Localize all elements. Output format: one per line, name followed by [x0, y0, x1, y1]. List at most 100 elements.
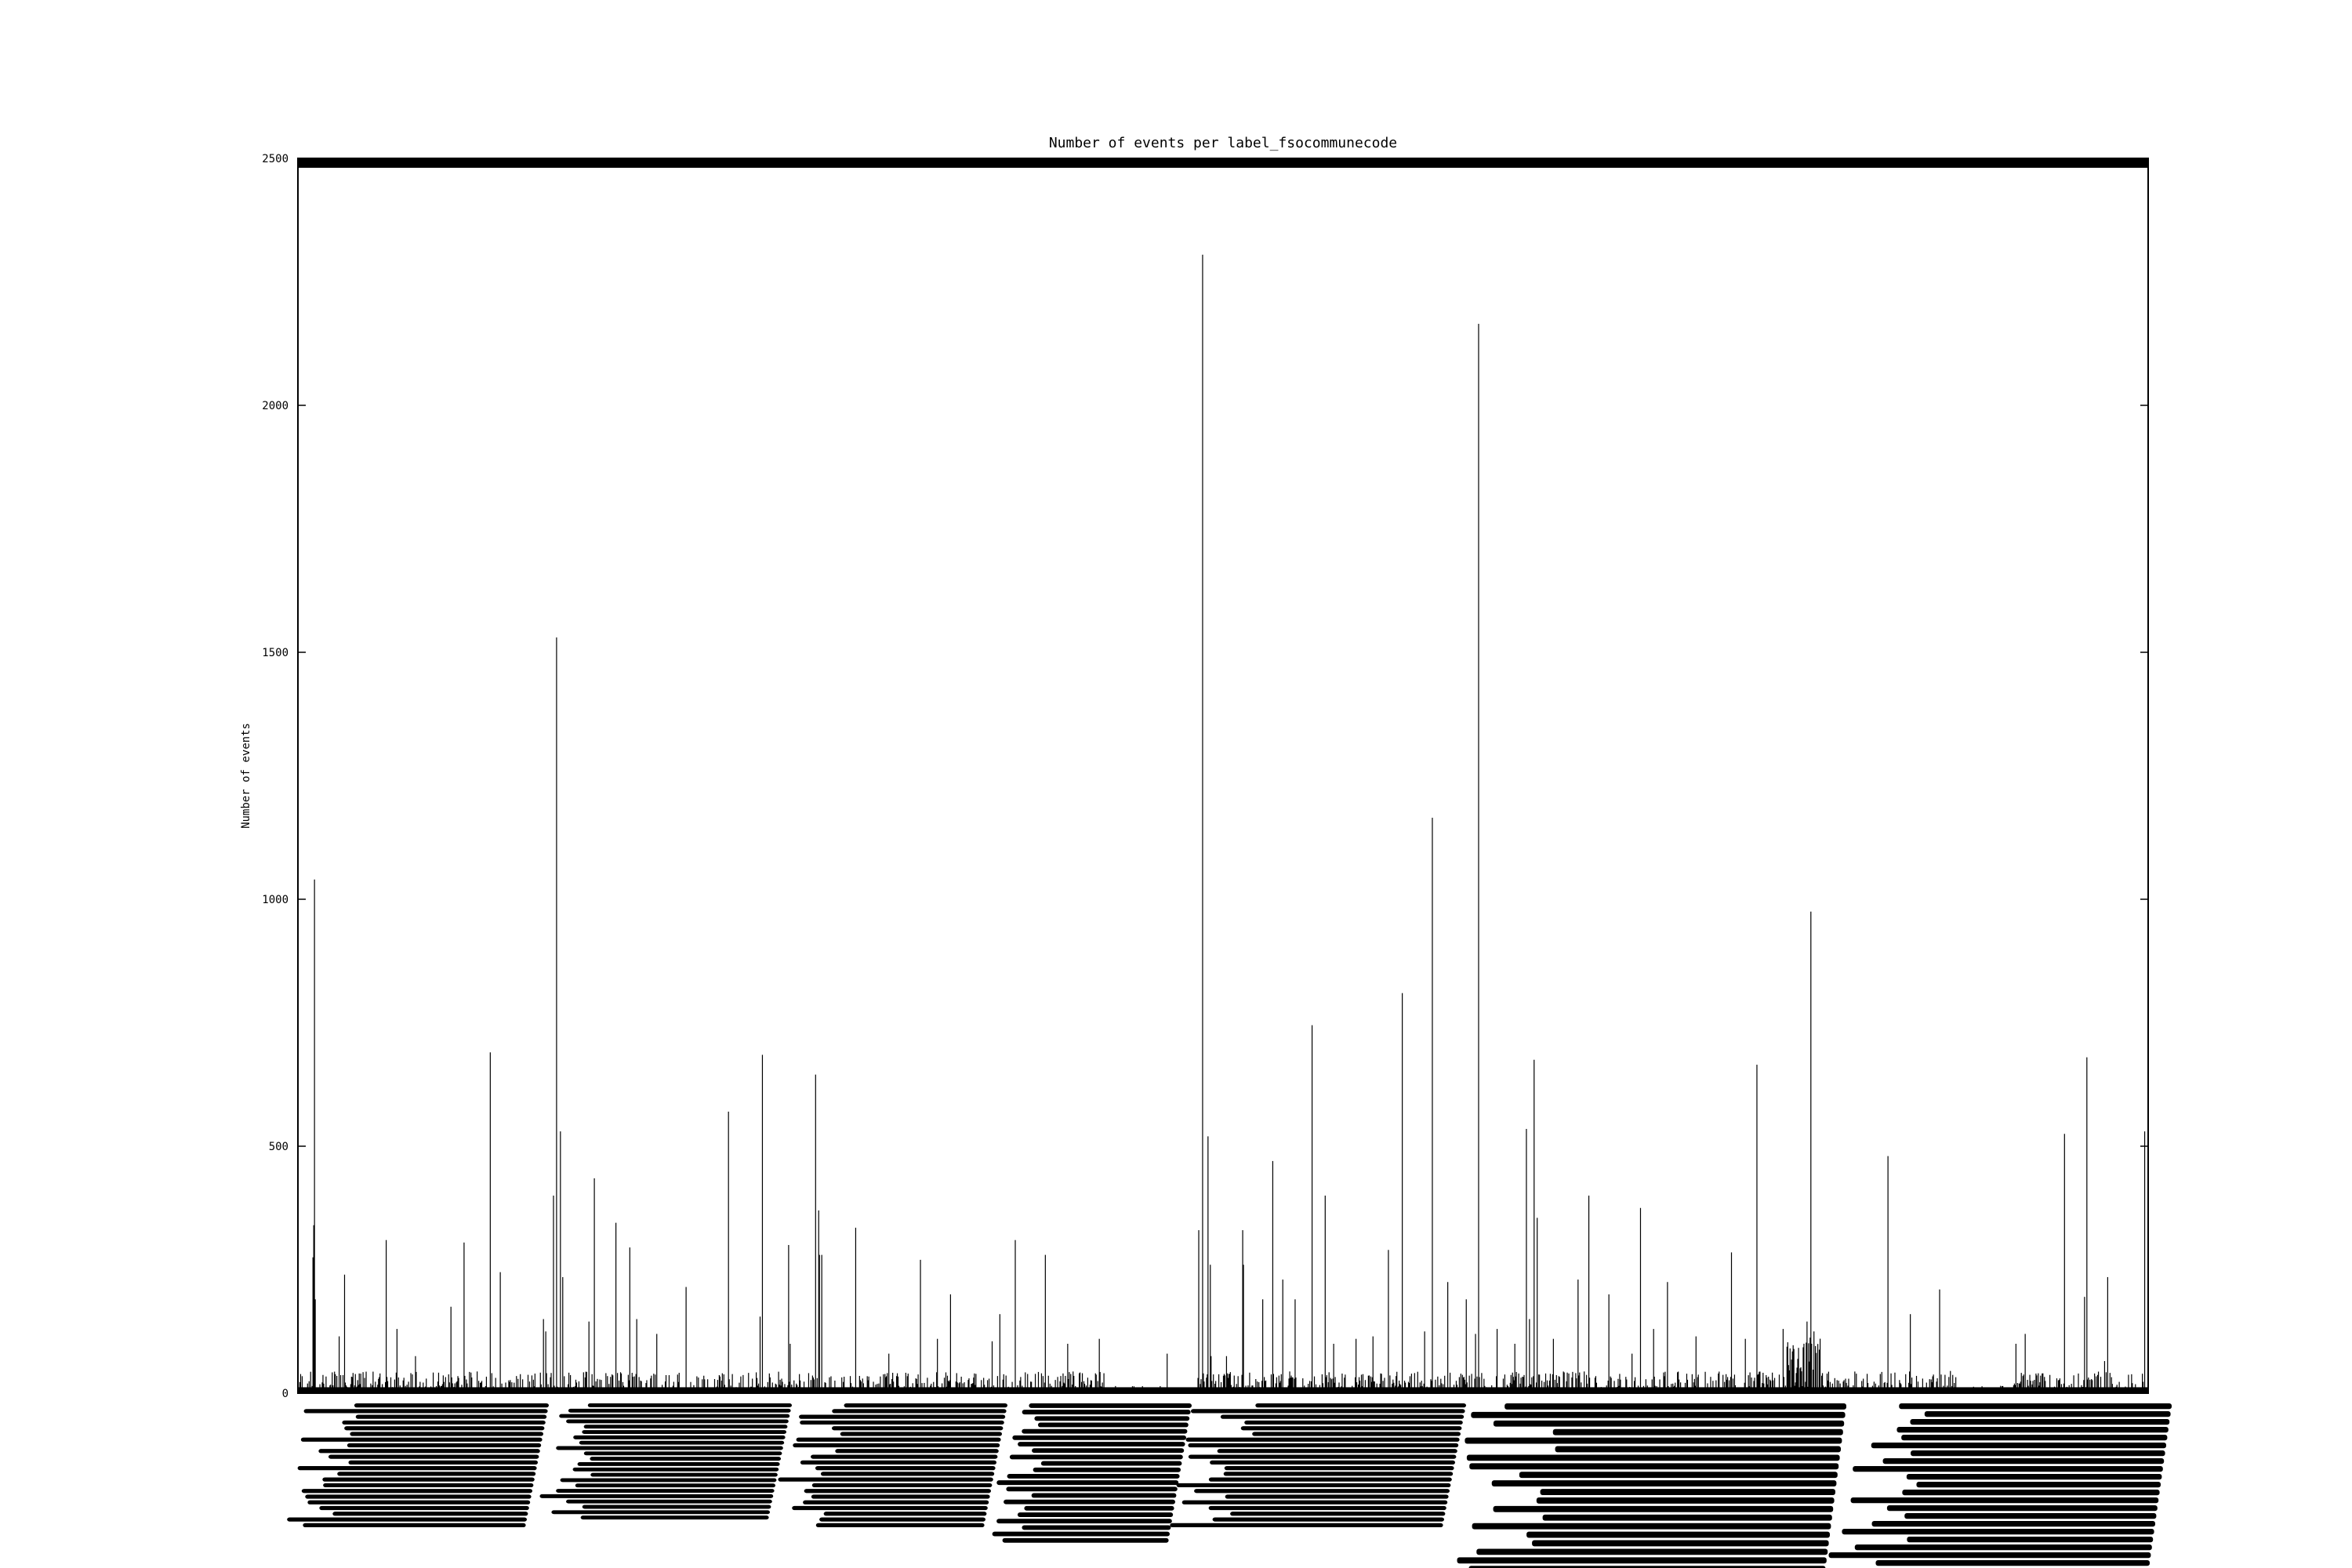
bar — [1899, 1380, 1900, 1393]
bar — [1264, 1377, 1265, 1393]
bar — [539, 1372, 541, 1393]
bar — [593, 1178, 595, 1393]
bar — [1237, 1376, 1239, 1393]
bar — [983, 1377, 985, 1393]
x-tick-label — [1224, 1466, 1454, 1471]
bar — [1571, 1377, 1573, 1393]
bar — [1458, 1377, 1460, 1393]
bar — [1280, 1374, 1282, 1393]
bar — [1202, 254, 1203, 1394]
y-tick-label: 0 — [282, 1388, 289, 1400]
y-tick-label: 1500 — [262, 647, 289, 659]
bar — [1578, 1375, 1580, 1393]
x-tick-label — [1225, 1494, 1449, 1499]
bar — [1911, 1377, 1913, 1393]
x-tick-label — [811, 1494, 990, 1499]
bar — [1210, 1356, 1212, 1393]
bar — [1791, 1351, 1793, 1393]
bar — [1005, 1375, 1007, 1393]
bar — [2020, 1373, 2022, 1393]
bar — [1836, 1380, 1838, 1393]
x-tick-label — [1466, 1454, 1840, 1461]
bar — [1290, 1375, 1292, 1393]
bar — [1788, 1370, 1790, 1393]
x-tick-label — [1009, 1454, 1183, 1460]
bar — [477, 1381, 480, 1393]
x-tick-label — [996, 1519, 1172, 1524]
bar — [1461, 1374, 1463, 1393]
bar — [481, 1381, 483, 1393]
bar — [1291, 1377, 1293, 1393]
x-tick-label — [1004, 1499, 1175, 1504]
bar — [1027, 1374, 1029, 1393]
x-tick-label — [815, 1466, 996, 1471]
bar — [981, 1380, 982, 1393]
bar — [1663, 1372, 1664, 1393]
x-tick-label — [322, 1477, 535, 1482]
bar — [1034, 1374, 1036, 1393]
bar — [1402, 993, 1403, 1393]
bar — [1040, 1373, 1043, 1393]
bar — [1730, 1252, 1733, 1393]
bar — [1939, 1289, 1940, 1393]
bar — [343, 1274, 346, 1393]
x-tick-label — [354, 1403, 549, 1408]
bar — [947, 1381, 949, 1393]
bar — [886, 1376, 887, 1393]
x-tick-label — [1024, 1505, 1174, 1511]
bar — [1769, 1379, 1771, 1393]
bar — [1856, 1374, 1857, 1393]
x-tick-label — [318, 1449, 540, 1454]
bar — [2103, 1361, 2106, 1393]
bar — [1816, 1352, 1817, 1393]
top-tick-band — [298, 158, 2148, 168]
bar — [615, 1222, 617, 1393]
bar — [1797, 1359, 1798, 1393]
bar — [2022, 1376, 2024, 1393]
x-tick-label — [1181, 1500, 1448, 1504]
bar — [640, 1380, 641, 1393]
bar — [314, 1299, 316, 1393]
bar — [2032, 1381, 2034, 1393]
bar — [437, 1372, 440, 1393]
bar — [1389, 1375, 1391, 1393]
x-tick-label — [1916, 1482, 2161, 1488]
bar — [696, 1376, 698, 1393]
y-tick-label: 1000 — [262, 894, 289, 906]
bar — [779, 1379, 781, 1393]
bar — [1313, 1376, 1316, 1393]
bar — [2131, 1374, 2132, 1393]
bar — [1262, 1299, 1264, 1393]
bar — [1060, 1376, 1062, 1393]
x-tick-label — [1040, 1461, 1182, 1466]
x-tick-label — [1469, 1463, 1839, 1470]
bar — [470, 1372, 472, 1393]
bar — [1766, 1377, 1768, 1393]
bar — [1686, 1379, 1689, 1393]
bar — [841, 1377, 843, 1393]
bar — [813, 1379, 815, 1393]
bar — [891, 1378, 893, 1393]
x-tick-label — [815, 1523, 985, 1527]
bar — [1586, 1374, 1588, 1393]
bar — [1733, 1374, 1736, 1393]
bar — [560, 1131, 561, 1393]
x-tick-label — [832, 1409, 1007, 1414]
bar — [1845, 1378, 1846, 1393]
bar — [703, 1375, 705, 1393]
x-tick-label — [582, 1504, 771, 1509]
bar — [1372, 1336, 1374, 1393]
bar — [1344, 1377, 1345, 1393]
bar — [520, 1374, 521, 1393]
x-tick-label — [1886, 1505, 2158, 1512]
bar — [1789, 1348, 1791, 1393]
bar — [1933, 1374, 1934, 1393]
bar — [1821, 1373, 1824, 1393]
x-tick-label — [347, 1443, 542, 1448]
bar — [1815, 1345, 1817, 1393]
x-tick-label — [1252, 1432, 1461, 1436]
bar — [883, 1374, 884, 1393]
bar — [1552, 1374, 1553, 1393]
bar — [379, 1373, 381, 1393]
bar — [1364, 1380, 1367, 1393]
